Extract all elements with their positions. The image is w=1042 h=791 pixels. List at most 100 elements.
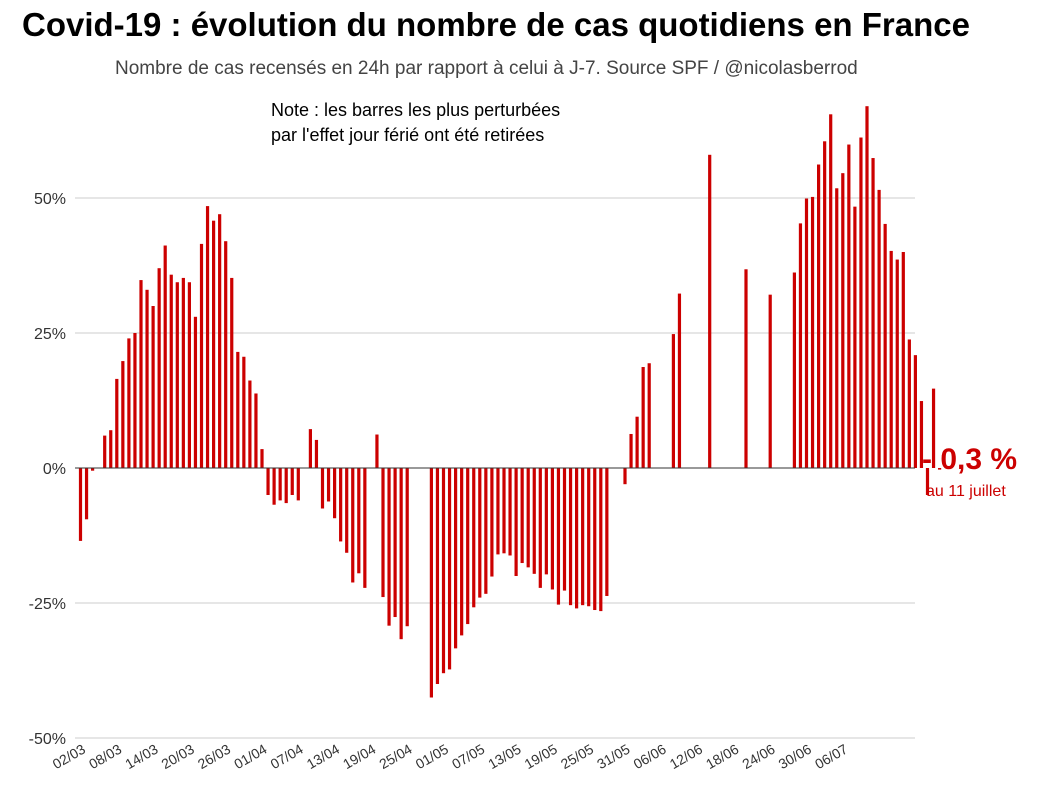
bar [393,468,397,618]
note-line-1: Note : les barres les plus perturbées [271,100,561,120]
x-tick-label: 19/04 [340,741,379,772]
bar [169,274,173,468]
bar [296,468,300,501]
bar [496,468,500,555]
bar [326,468,331,502]
bar [284,468,288,504]
bar [623,468,627,485]
bar [103,435,107,468]
y-tick-label: -50% [29,731,66,748]
latest-date-label: au 11 juillet [926,483,1006,500]
x-tick-label: 08/03 [86,741,125,772]
bar [266,468,270,495]
bar [115,378,119,468]
bar [199,243,204,468]
bar [133,333,137,468]
bar [193,316,198,468]
bar [532,468,536,574]
bar [351,468,355,583]
bar [230,277,234,468]
bar [835,188,839,468]
bar [466,468,470,625]
bar [484,468,488,594]
bar [278,468,282,501]
bar [205,206,210,468]
bar [387,468,391,626]
bar [447,468,452,670]
bar [218,214,222,468]
bar [502,468,506,554]
x-tick-label: 25/04 [376,741,415,772]
bar [272,468,276,505]
bar [599,468,603,612]
bar [429,468,433,698]
bar [938,468,942,470]
bar [629,433,633,468]
x-tick-label: 19/05 [522,741,561,772]
bar [907,339,911,468]
bar [865,106,869,468]
bar [435,468,440,684]
x-tick-label: 31/05 [594,741,633,772]
bar [254,393,258,468]
x-tick-label: 07/04 [267,741,306,772]
bar [375,434,379,468]
bar [139,280,143,468]
y-tick-label: 25% [34,326,66,343]
bar [895,259,899,468]
bar [744,269,748,468]
bar [399,468,403,640]
bar [472,468,476,608]
bar [508,468,512,556]
bar [587,468,591,607]
bar [381,468,385,598]
bar [823,141,827,469]
x-tick-label: 06/06 [630,741,669,772]
bar [490,468,494,577]
bar [157,268,161,468]
bar [333,468,337,519]
bar [889,250,893,468]
bar [901,252,905,468]
x-tick-label: 30/06 [776,741,815,772]
bar [871,158,875,469]
bar [260,449,264,468]
bar [314,439,319,468]
bar [829,114,833,469]
bar [405,468,409,627]
x-tick-label: 18/06 [703,741,742,772]
bar [913,355,917,468]
y-tick-label: 50% [34,191,66,208]
bar [236,351,240,468]
bar [641,367,645,468]
bar [454,468,458,649]
bar [575,468,579,609]
bar [163,245,167,468]
bar [290,468,294,495]
note-line-2: par l'effet jour férié ont été retirées [271,125,545,145]
chart-note: Note : les barres les plus perturbées pa… [271,98,560,148]
x-tick-label: 13/05 [485,741,524,772]
bar [883,223,887,468]
bar [357,468,361,574]
x-tick-label: 24/06 [739,741,778,772]
x-tick-label: 20/03 [159,741,198,772]
bar [605,468,609,596]
bar [841,173,845,468]
x-tick-label: 25/05 [558,741,597,772]
x-tick-label: 12/06 [667,741,706,772]
bar [544,468,548,575]
bar [320,468,325,509]
x-tick-label: 26/03 [195,741,234,772]
bar [817,164,821,468]
x-tick-label: 01/04 [231,741,270,772]
y-tick-label: -25% [29,596,66,613]
bar [151,306,155,468]
bar [212,220,216,468]
bar [345,468,349,553]
bar [556,468,561,605]
bar [248,380,252,468]
bar [919,401,924,468]
bar [460,468,464,636]
